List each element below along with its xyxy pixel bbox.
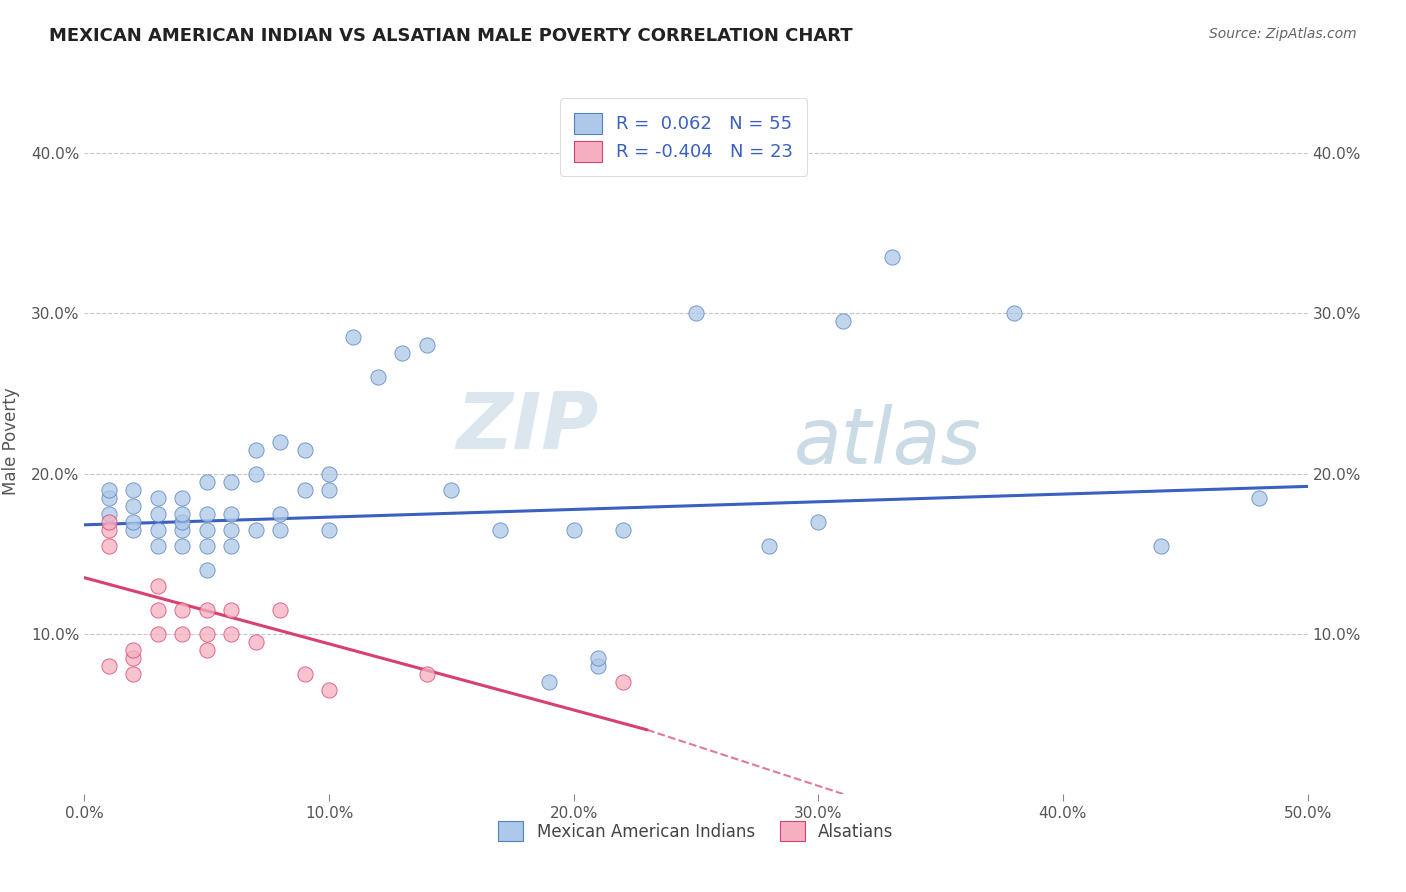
Point: [172, 523, 194, 537]
Point: [880, 251, 903, 265]
Point: [195, 563, 218, 577]
Point: [269, 523, 291, 537]
Point: [195, 523, 218, 537]
Point: [122, 650, 145, 665]
Point: [269, 603, 291, 617]
Text: ZIP: ZIP: [456, 390, 598, 466]
Point: [367, 370, 389, 384]
Point: [318, 523, 340, 537]
Legend: Mexican American Indians, Alsatians: Mexican American Indians, Alsatians: [491, 813, 901, 849]
Point: [318, 467, 340, 481]
Point: [146, 491, 169, 505]
Point: [97, 539, 120, 553]
Point: [219, 507, 242, 521]
Point: [612, 523, 634, 537]
Point: [219, 603, 242, 617]
Point: [122, 499, 145, 513]
Point: [122, 523, 145, 537]
Point: [195, 507, 218, 521]
Point: [416, 338, 439, 352]
Point: [219, 523, 242, 537]
Point: [807, 515, 830, 529]
Point: [122, 666, 145, 681]
Point: [391, 346, 413, 360]
Point: [294, 483, 316, 497]
Point: [172, 491, 194, 505]
Point: [195, 539, 218, 553]
Point: [172, 539, 194, 553]
Point: [97, 658, 120, 673]
Point: [172, 603, 194, 617]
Point: [245, 442, 267, 457]
Point: [245, 467, 267, 481]
Point: [416, 666, 439, 681]
Text: Source: ZipAtlas.com: Source: ZipAtlas.com: [1209, 27, 1357, 41]
Point: [172, 626, 194, 640]
Point: [97, 523, 120, 537]
Point: [219, 626, 242, 640]
Point: [758, 539, 780, 553]
Point: [831, 314, 853, 328]
Point: [586, 658, 609, 673]
Point: [342, 330, 364, 344]
Point: [562, 523, 585, 537]
Point: [219, 539, 242, 553]
Point: [97, 507, 120, 521]
Point: [685, 306, 707, 320]
Point: [1247, 491, 1270, 505]
Text: atlas: atlas: [794, 403, 981, 480]
Point: [440, 483, 463, 497]
Point: [219, 475, 242, 489]
Point: [146, 507, 169, 521]
Point: [122, 642, 145, 657]
Point: [122, 483, 145, 497]
Point: [122, 515, 145, 529]
Point: [195, 603, 218, 617]
Y-axis label: Male Poverty: Male Poverty: [1, 388, 20, 495]
Point: [269, 434, 291, 449]
Point: [294, 442, 316, 457]
Point: [146, 579, 169, 593]
Text: MEXICAN AMERICAN INDIAN VS ALSATIAN MALE POVERTY CORRELATION CHART: MEXICAN AMERICAN INDIAN VS ALSATIAN MALE…: [49, 27, 853, 45]
Point: [294, 666, 316, 681]
Point: [195, 475, 218, 489]
Point: [1150, 539, 1173, 553]
Point: [146, 626, 169, 640]
Point: [1002, 306, 1025, 320]
Point: [586, 650, 609, 665]
Point: [146, 603, 169, 617]
Point: [97, 491, 120, 505]
Point: [318, 682, 340, 697]
Point: [195, 626, 218, 640]
Point: [146, 539, 169, 553]
Point: [612, 674, 634, 689]
Point: [245, 523, 267, 537]
Point: [245, 634, 267, 648]
Point: [489, 523, 512, 537]
Point: [318, 483, 340, 497]
Point: [97, 515, 120, 529]
Point: [538, 674, 561, 689]
Point: [172, 515, 194, 529]
Point: [269, 507, 291, 521]
Point: [146, 523, 169, 537]
Point: [195, 642, 218, 657]
Point: [97, 483, 120, 497]
Point: [172, 507, 194, 521]
